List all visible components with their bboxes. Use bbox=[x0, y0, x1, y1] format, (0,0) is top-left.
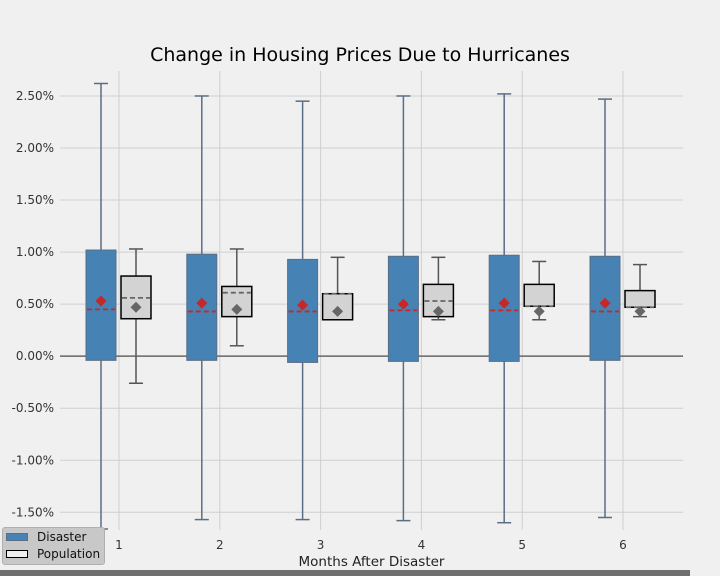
legend-swatch-population bbox=[6, 550, 28, 558]
box-population bbox=[523, 283, 555, 307]
legend-item-disaster: Disaster bbox=[6, 530, 86, 544]
y-tick-label: -1.00% bbox=[12, 453, 54, 467]
x-tick-label: 4 bbox=[418, 538, 426, 552]
legend-label-population: Population bbox=[37, 547, 101, 561]
y-tick-label: -1.50% bbox=[12, 505, 54, 519]
mean-marker bbox=[130, 301, 142, 313]
mean-marker bbox=[95, 295, 107, 307]
mean-marker bbox=[599, 297, 611, 309]
mean-marker bbox=[498, 297, 510, 309]
mean-marker bbox=[231, 303, 243, 315]
legend-item-population: Population bbox=[6, 547, 100, 561]
x-tick-label: 6 bbox=[619, 538, 627, 552]
box-population bbox=[624, 289, 656, 309]
y-tick-label: 0.00% bbox=[16, 349, 54, 363]
x-tick-label: 2 bbox=[216, 538, 224, 552]
y-tick-label: 2.50% bbox=[16, 89, 54, 103]
mean-marker bbox=[432, 305, 444, 317]
legend-label-disaster: Disaster bbox=[37, 530, 87, 544]
mean-marker bbox=[196, 297, 208, 309]
mean-marker bbox=[634, 305, 646, 317]
y-tick-label: -0.50% bbox=[12, 401, 54, 415]
y-tick-label: 2.00% bbox=[16, 141, 54, 155]
box-disaster bbox=[85, 249, 117, 361]
y-tick-label: 0.50% bbox=[16, 297, 54, 311]
chart-title: Change in Housing Prices Due to Hurrican… bbox=[150, 44, 570, 66]
mean-marker bbox=[397, 298, 409, 310]
footer-bar bbox=[0, 570, 690, 576]
legend-swatch-disaster bbox=[6, 533, 28, 541]
x-tick-label: 1 bbox=[115, 538, 123, 552]
legend: Disaster Population bbox=[2, 527, 105, 565]
x-axis-label: Months After Disaster bbox=[298, 554, 445, 570]
x-tick-label: 5 bbox=[518, 538, 526, 552]
x-tick-label: 3 bbox=[317, 538, 325, 552]
y-tick-label: 1.00% bbox=[16, 245, 54, 259]
mean-marker bbox=[332, 305, 344, 317]
mean-marker bbox=[533, 305, 545, 317]
y-tick-label: 1.50% bbox=[16, 193, 54, 207]
mean-marker bbox=[297, 299, 309, 311]
